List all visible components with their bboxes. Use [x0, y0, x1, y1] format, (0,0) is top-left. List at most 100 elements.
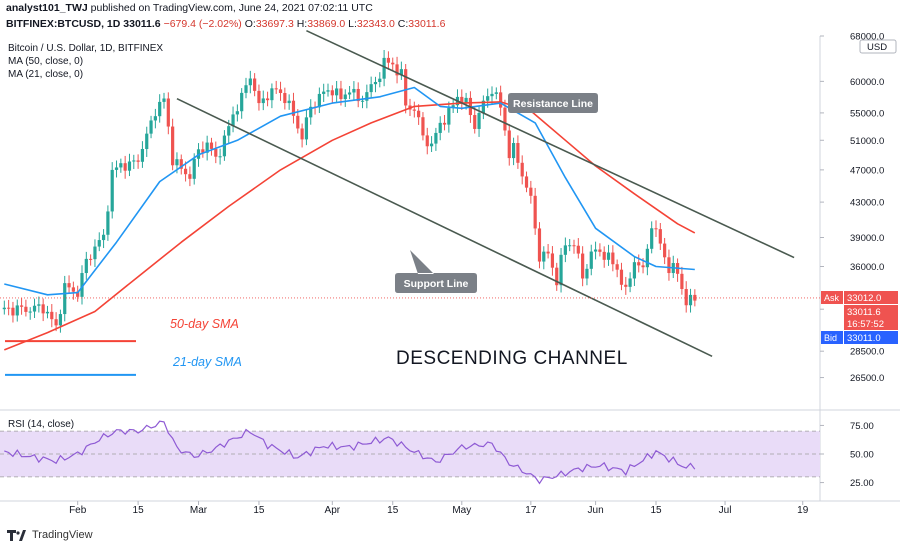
- candle-body[interactable]: [581, 253, 585, 279]
- candle-body[interactable]: [114, 167, 119, 170]
- candle-body[interactable]: [563, 245, 567, 255]
- candle-body[interactable]: [63, 283, 67, 315]
- candle-body[interactable]: [550, 253, 555, 268]
- candle-body[interactable]: [45, 311, 50, 314]
- candle-body[interactable]: [628, 278, 632, 287]
- candle-body[interactable]: [214, 148, 218, 157]
- candle-body[interactable]: [71, 287, 75, 292]
- candle-body[interactable]: [593, 249, 598, 252]
- candle-body[interactable]: [145, 133, 149, 149]
- candle-body[interactable]: [162, 98, 166, 102]
- candle-body[interactable]: [412, 109, 416, 111]
- candle-body[interactable]: [80, 273, 84, 297]
- candle-body[interactable]: [369, 84, 373, 93]
- candle-body[interactable]: [399, 69, 403, 76]
- resistance-trend-line[interactable]: [306, 29, 795, 259]
- candle-body[interactable]: [253, 78, 257, 91]
- rsi-line[interactable]: [4, 420, 696, 485]
- candle-body[interactable]: [7, 307, 11, 309]
- candle-body[interactable]: [300, 128, 304, 140]
- candle-body[interactable]: [106, 211, 110, 235]
- candle-body[interactable]: [529, 187, 533, 196]
- candle-body[interactable]: [481, 100, 485, 114]
- candle-body[interactable]: [261, 98, 265, 104]
- candle-body[interactable]: [663, 243, 667, 258]
- candle-body[interactable]: [460, 96, 464, 104]
- candle-body[interactable]: [589, 251, 593, 269]
- candle-body[interactable]: [231, 114, 235, 127]
- candle-body[interactable]: [322, 91, 326, 94]
- candle-body[interactable]: [119, 163, 123, 168]
- candle-body[interactable]: [41, 304, 45, 314]
- candle-body[interactable]: [572, 245, 576, 247]
- candle-body[interactable]: [2, 307, 6, 310]
- candle-body[interactable]: [158, 101, 162, 117]
- candle-body[interactable]: [516, 143, 520, 163]
- candle-body[interactable]: [67, 283, 71, 288]
- candle-body[interactable]: [499, 92, 503, 108]
- candle-body[interactable]: [175, 159, 179, 166]
- price-value-box[interactable]: [844, 305, 898, 318]
- candle-body[interactable]: [404, 69, 408, 106]
- candle-body[interactable]: [641, 265, 645, 268]
- price-value-box[interactable]: [844, 317, 898, 330]
- candle-body[interactable]: [132, 160, 136, 162]
- candle-body[interactable]: [386, 57, 391, 63]
- candle-body[interactable]: [490, 93, 494, 97]
- candle-body[interactable]: [309, 106, 313, 118]
- candle-body[interactable]: [205, 142, 209, 153]
- candle-body[interactable]: [520, 162, 524, 177]
- candle-body[interactable]: [257, 90, 261, 104]
- candle-body[interactable]: [283, 93, 287, 104]
- candle-body[interactable]: [477, 113, 481, 129]
- candle-body[interactable]: [555, 267, 559, 286]
- candle-body[interactable]: [356, 88, 360, 102]
- candle-body[interactable]: [365, 92, 369, 101]
- currency-box[interactable]: [859, 39, 897, 54]
- candle-body[interactable]: [654, 228, 658, 230]
- candle-body[interactable]: [533, 195, 537, 229]
- candle-body[interactable]: [19, 305, 24, 307]
- candle-body[interactable]: [97, 240, 101, 247]
- candle-body[interactable]: [343, 94, 347, 100]
- candle-body[interactable]: [171, 126, 175, 166]
- candle-body[interactable]: [606, 252, 611, 260]
- candle-body[interactable]: [153, 116, 157, 121]
- candle-body[interactable]: [667, 257, 671, 274]
- candle-body[interactable]: [235, 111, 239, 115]
- candle-body[interactable]: [188, 174, 192, 179]
- candle-body[interactable]: [15, 305, 19, 316]
- candle-body[interactable]: [270, 88, 274, 101]
- candle-body[interactable]: [58, 314, 63, 326]
- candle-body[interactable]: [166, 98, 170, 127]
- candle-body[interactable]: [632, 262, 637, 279]
- candle-body[interactable]: [352, 88, 356, 93]
- candle-body[interactable]: [645, 248, 649, 268]
- candle-body[interactable]: [693, 294, 697, 301]
- candle-body[interactable]: [680, 273, 684, 290]
- candle-body[interactable]: [84, 258, 88, 274]
- ma50-line[interactable]: [4, 101, 696, 351]
- candle-body[interactable]: [335, 88, 339, 96]
- candle-body[interactable]: [684, 289, 688, 306]
- candle-body[interactable]: [339, 88, 343, 100]
- candle-body[interactable]: [326, 90, 330, 92]
- candle-body[interactable]: [503, 107, 507, 131]
- candle-body[interactable]: [93, 246, 97, 260]
- candle-body[interactable]: [136, 160, 140, 162]
- candle-body[interactable]: [183, 168, 188, 175]
- candle-body[interactable]: [127, 161, 132, 171]
- candle-body[interactable]: [395, 64, 399, 76]
- candle-body[interactable]: [37, 304, 41, 306]
- candle-body[interactable]: [28, 311, 32, 313]
- candle-body[interactable]: [447, 108, 451, 125]
- candle-body[interactable]: [192, 158, 196, 179]
- candle-body[interactable]: [576, 245, 580, 254]
- candle-body[interactable]: [421, 117, 425, 136]
- candle-body[interactable]: [149, 120, 153, 134]
- candle-body[interactable]: [619, 269, 624, 285]
- candle-body[interactable]: [274, 88, 278, 90]
- publisher-name[interactable]: analyst101_TWJ: [6, 2, 88, 14]
- candle-body[interactable]: [524, 176, 529, 188]
